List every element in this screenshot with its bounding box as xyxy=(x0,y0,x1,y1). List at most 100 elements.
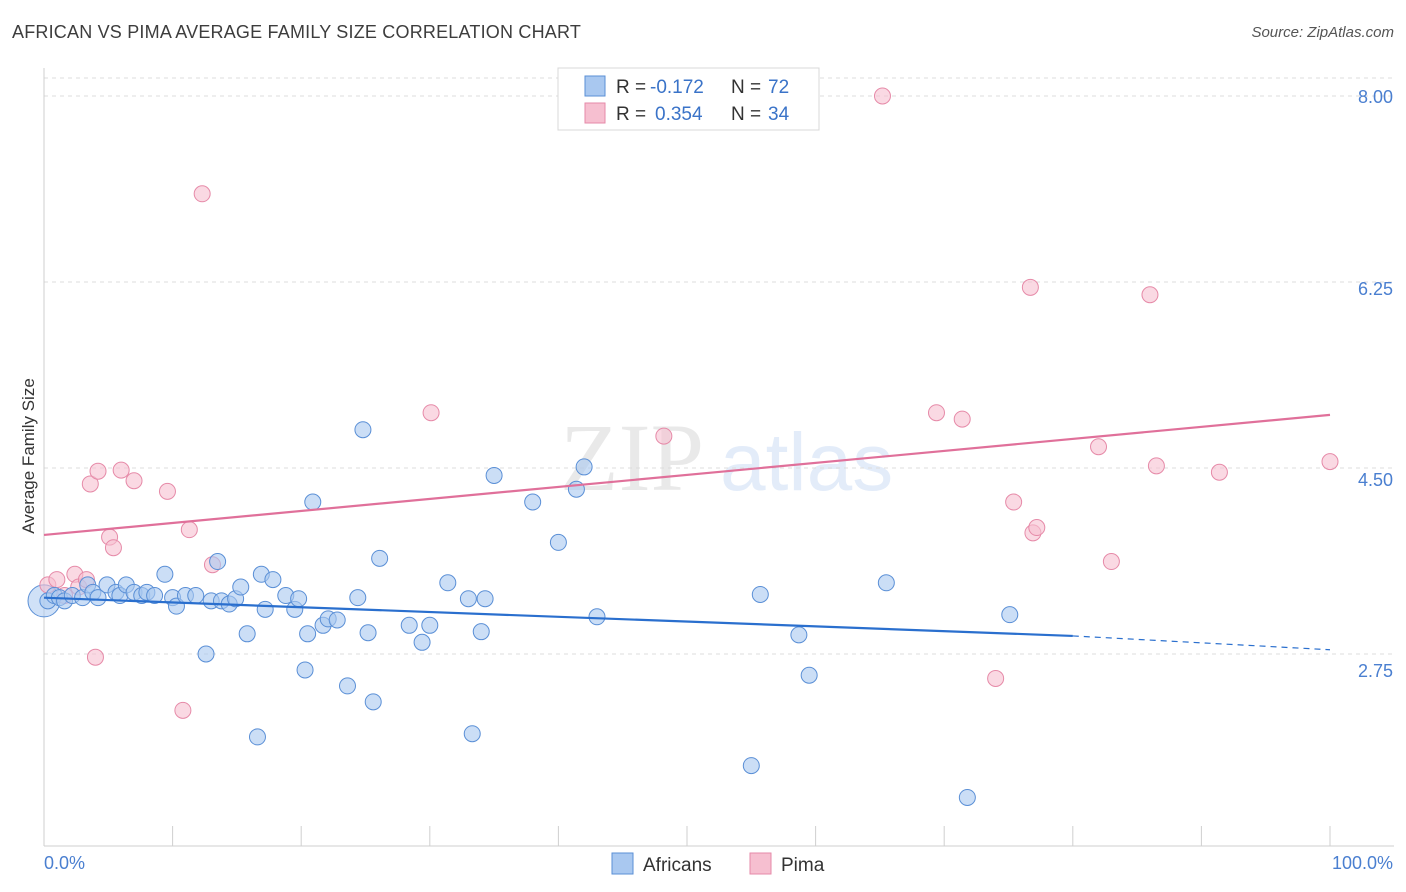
africans-point-42 xyxy=(328,611,346,629)
africans-point-29 xyxy=(238,625,256,643)
africans-point-68 xyxy=(958,788,976,806)
y-tick-label-450: 4.50 xyxy=(1358,470,1393,490)
legend-r-value-1: -0.172 xyxy=(650,77,704,98)
x-tick-label-max: 100.0% xyxy=(1332,853,1393,873)
pima-point-16 xyxy=(193,185,211,203)
axes xyxy=(43,68,1394,847)
africans-trend-line xyxy=(43,596,1073,638)
pima-point-32 xyxy=(1210,463,1228,481)
pima-point-28 xyxy=(1090,438,1108,456)
bottom-legend-africans: Africans xyxy=(643,855,712,876)
africans-point-50 xyxy=(413,633,431,651)
africans-point-37 xyxy=(296,661,314,679)
africans-point-62 xyxy=(588,608,606,626)
africans-point-48 xyxy=(371,549,389,567)
legend-n-label-2: N = xyxy=(731,104,761,125)
africans-point-38 xyxy=(299,625,317,643)
y-axis-label: Average Family Size xyxy=(19,378,38,534)
y-tick-label-625: 6.25 xyxy=(1358,279,1393,299)
pima-trend-line xyxy=(43,413,1331,537)
africans-point-57 xyxy=(485,466,503,484)
pima-point-27 xyxy=(1028,519,1046,537)
africans-point-65 xyxy=(790,626,808,644)
trend-lines xyxy=(43,413,1331,651)
africans-point-17 xyxy=(156,565,174,583)
watermark: ZIP atlas xyxy=(560,404,893,511)
africans-point-33 xyxy=(264,571,282,589)
africans-point-56 xyxy=(476,590,494,608)
africans-point-69 xyxy=(1001,606,1019,624)
x-tick-label-min: 0.0% xyxy=(44,853,85,873)
pima-point-18 xyxy=(422,404,440,422)
legend-r-label-2: R = xyxy=(616,104,646,125)
bottom-legend-pima: Pima xyxy=(781,855,825,876)
africans-point-53 xyxy=(459,590,477,608)
legend-r-value-2: 0.354 xyxy=(655,104,703,125)
africans-point-47 xyxy=(364,693,382,711)
africans-trend-extension xyxy=(1072,635,1331,651)
pima-point-15 xyxy=(180,521,198,539)
africans-point-46 xyxy=(359,624,377,642)
pima-point-11 xyxy=(112,461,130,479)
africans-point-8 xyxy=(89,589,107,607)
africans-point-32 xyxy=(256,600,274,618)
legend-n-label-1: N = xyxy=(731,77,761,98)
africans-point-45 xyxy=(354,421,372,439)
correlation-legend: R = -0.172 N = 72 R = 0.354 N = 34 xyxy=(557,67,820,131)
pima-point-23 xyxy=(987,669,1005,687)
africans-point-49 xyxy=(400,616,418,634)
africans-point-22 xyxy=(197,645,215,663)
source-label: Source: ZipAtlas.com xyxy=(1251,24,1394,41)
watermark-atlas: atlas xyxy=(720,417,893,508)
pima-point-22 xyxy=(953,410,971,428)
africans-point-21 xyxy=(187,587,205,605)
africans-point-52 xyxy=(439,574,457,592)
africans-point-28 xyxy=(232,578,250,596)
y-tick-label-275: 2.75 xyxy=(1358,661,1393,681)
pima-point-19 xyxy=(655,427,673,445)
bottom-legend-swatch-africans xyxy=(611,852,634,875)
pima-point-6 xyxy=(81,475,99,493)
africans-point-24 xyxy=(209,553,227,571)
africans-point-43 xyxy=(338,677,356,695)
pima-point-24 xyxy=(1005,493,1023,511)
watermark-zip: ZIP xyxy=(560,404,704,511)
africans-point-67 xyxy=(877,574,895,592)
legend-n-value-1: 72 xyxy=(768,77,789,98)
africans-point-30 xyxy=(248,728,266,746)
pima-point-13 xyxy=(158,482,176,500)
pima-point-12 xyxy=(125,472,143,490)
africans-point-59 xyxy=(549,533,567,551)
chart-title: AFRICAN VS PIMA AVERAGE FAMILY SIZE CORR… xyxy=(12,22,582,42)
africans-point-63 xyxy=(742,757,760,775)
bottom-legend-swatch-pima xyxy=(749,852,772,875)
pima-point-20 xyxy=(873,87,891,105)
data-points xyxy=(27,87,1339,806)
legend-r-label-1: R = xyxy=(616,77,646,98)
pima-point-10 xyxy=(104,539,122,557)
pima-point-25 xyxy=(1021,278,1039,296)
africans-point-51 xyxy=(421,616,439,634)
pima-point-8 xyxy=(89,462,107,480)
pima-point-29 xyxy=(1102,553,1120,571)
pima-point-7 xyxy=(86,648,104,666)
legend-swatch-africans xyxy=(584,75,606,97)
africans-point-16 xyxy=(146,587,164,605)
africans-point-61 xyxy=(575,458,593,476)
pima-point-1 xyxy=(48,571,66,589)
africans-point-55 xyxy=(472,623,490,641)
y-tick-label-8: 8.00 xyxy=(1358,87,1393,107)
africans-point-44 xyxy=(349,589,367,607)
legend-swatch-pima xyxy=(584,102,606,124)
pima-point-31 xyxy=(1147,457,1165,475)
pima-point-33 xyxy=(1321,453,1339,471)
legend-n-value-2: 34 xyxy=(768,104,790,125)
pima-point-14 xyxy=(174,701,192,719)
africans-point-64 xyxy=(751,585,769,603)
africans-point-54 xyxy=(463,725,481,743)
pima-point-21 xyxy=(927,404,945,422)
grid-lines xyxy=(44,77,1394,655)
africans-point-66 xyxy=(800,666,818,684)
pima-point-30 xyxy=(1141,286,1159,304)
